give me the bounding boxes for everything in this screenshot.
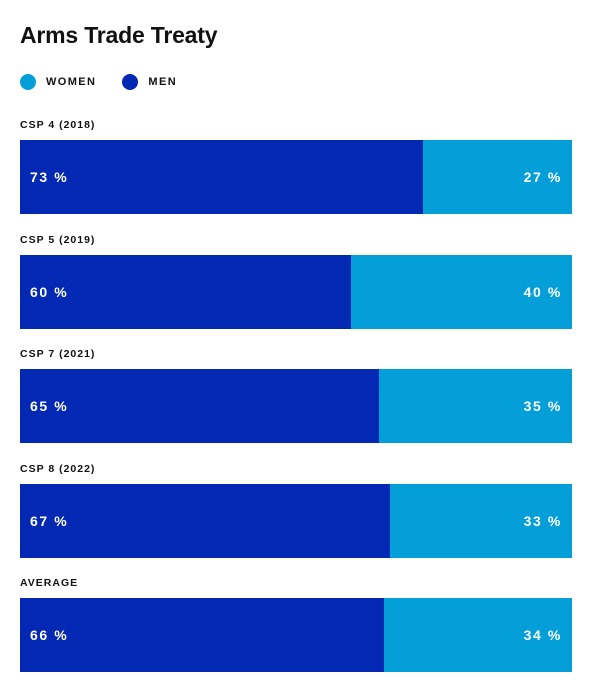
chart-title: Arms Trade Treaty (20, 22, 218, 48)
bar-csp-5-2019: 60 % 40 % (20, 254, 572, 329)
legend-label-women: WOMEN (46, 76, 97, 88)
data-label-men: 60 % (30, 283, 69, 300)
bar-segment-men: 67 % (20, 483, 390, 558)
bar-segment-women: 34 % (384, 598, 572, 672)
legend-label-men: MEN (148, 76, 178, 88)
bar-segment-women: 35 % (378, 369, 572, 443)
data-label-women: 27 % (523, 169, 562, 185)
data-label-men: 67 % (30, 512, 69, 529)
category-label-csp-4-2018: CSP 4 (2018) (20, 119, 96, 131)
bar-segment-men: 66 % (20, 598, 385, 672)
data-label-women: 34 % (523, 627, 562, 643)
category-label-csp-7-2021: CSP 7 (2021) (20, 348, 96, 360)
legend-item-women: WOMEN (20, 74, 96, 90)
bar-segment-women: 27 % (422, 140, 572, 214)
legend: WOMEN MEN (20, 73, 203, 91)
category-label-csp-8-2022: CSP 8 (2022) (20, 462, 96, 475)
category-label-csp-5-2019: CSP 5 (2019) (20, 233, 96, 246)
bar-segment-men: 65 % (20, 369, 379, 443)
bar-average: 66 % 34 % (20, 598, 572, 672)
data-label-women: 33 % (523, 512, 562, 529)
data-label-men: 65 % (30, 398, 69, 414)
data-label-men: 73 % (30, 169, 69, 185)
data-label-men: 66 % (30, 627, 69, 643)
data-label-women: 35 % (523, 398, 562, 414)
legend-item-men: MEN (122, 74, 177, 90)
bar-segment-men: 73 % (20, 140, 423, 214)
legend-swatch-men (122, 74, 139, 90)
data-label-women: 40 % (523, 283, 562, 300)
bar-csp-8-2022: 67 % 33 % (20, 483, 572, 558)
legend-swatch-women (20, 74, 36, 90)
bar-segment-women: 33 % (389, 483, 572, 558)
bar-segment-women: 40 % (351, 254, 572, 329)
category-label-average: AVERAGE (20, 577, 79, 589)
bar-segment-men: 60 % (20, 254, 352, 329)
bar-csp-4-2018: 73 % 27 % (20, 140, 572, 214)
bar-csp-7-2021: 65 % 35 % (20, 369, 572, 443)
